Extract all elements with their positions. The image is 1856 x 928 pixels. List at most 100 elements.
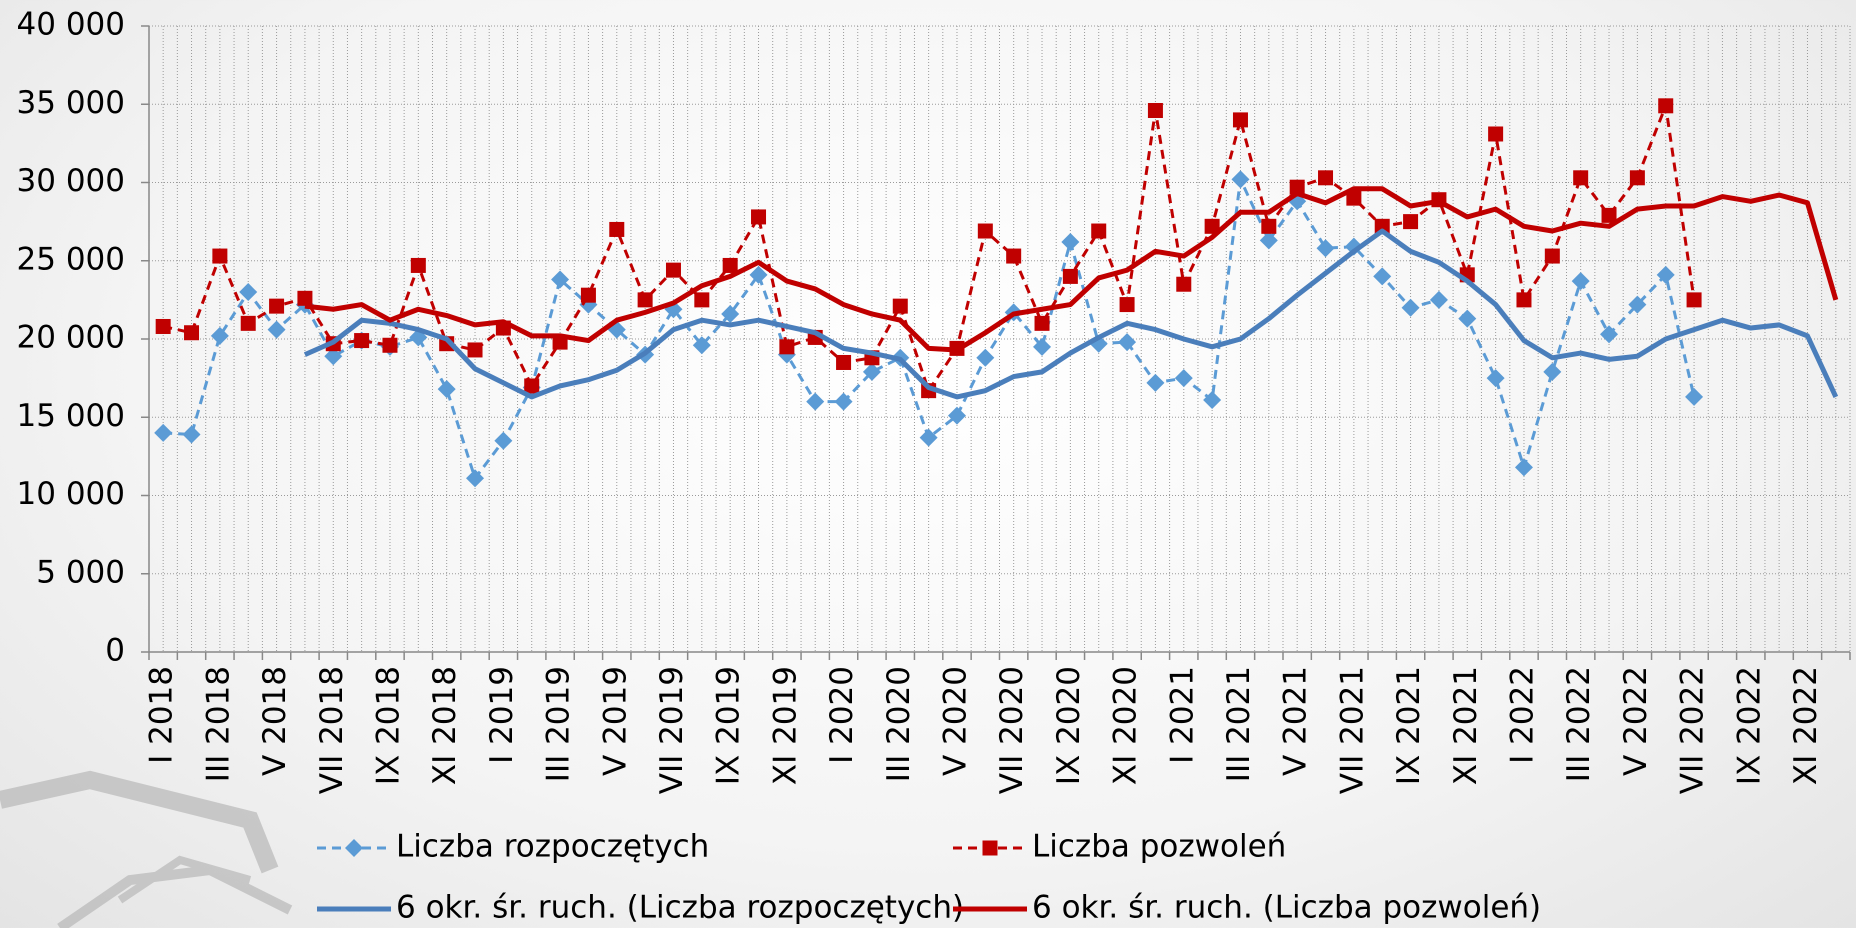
y-tick-label: 10 000 — [17, 476, 125, 512]
data-point — [1373, 267, 1391, 285]
x-tick-label: IX 2022 — [1731, 666, 1767, 785]
data-point — [1545, 249, 1560, 264]
data-point — [241, 316, 256, 331]
y-tick-label: 20 000 — [17, 320, 125, 356]
y-tick-label: 15 000 — [17, 398, 125, 434]
data-point — [1573, 170, 1588, 185]
x-tick-label: I 2018 — [144, 666, 180, 764]
x-tick-label: XI 2020 — [1108, 666, 1144, 785]
data-point — [212, 249, 227, 264]
legend-item: 6 okr. śr. ruch. (Liczba rozpoczętych) — [317, 890, 964, 926]
data-point — [1318, 170, 1333, 185]
y-tick-label: 30 000 — [17, 163, 125, 199]
x-tick-label: III 2020 — [881, 666, 917, 782]
data-point — [1233, 112, 1248, 127]
data-point — [524, 378, 539, 393]
data-point — [779, 339, 794, 354]
x-tick-label: IX 2019 — [711, 666, 747, 785]
data-point — [1061, 233, 1079, 251]
legend-marker — [983, 841, 998, 856]
data-point — [268, 321, 286, 339]
x-tick-label: VII 2022 — [1675, 666, 1711, 794]
data-point — [1630, 170, 1645, 185]
background-logo — [0, 780, 290, 928]
data-point — [1516, 292, 1531, 307]
x-tick-label: VII 2021 — [1334, 666, 1370, 794]
legend-label: Liczba rozpoczętych — [396, 829, 709, 865]
data-point — [1403, 214, 1418, 229]
legend-item: Liczba pozwoleń — [953, 829, 1286, 865]
y-tick-label: 5 000 — [36, 554, 125, 590]
y-tick-label: 25 000 — [17, 241, 125, 277]
legend-label: Liczba pozwoleń — [1032, 829, 1286, 865]
data-point — [1487, 369, 1505, 387]
data-point — [1572, 272, 1590, 290]
data-point — [494, 432, 512, 450]
data-point — [297, 291, 312, 306]
data-point — [154, 424, 172, 442]
data-point — [1006, 249, 1021, 264]
data-point — [1091, 224, 1106, 239]
data-point — [1600, 325, 1618, 343]
x-tick-label: I 2020 — [824, 666, 860, 764]
legend-item: 6 okr. śr. ruch. (Liczba pozwoleń) — [953, 890, 1541, 926]
x-tick-label: VII 2018 — [314, 666, 350, 794]
data-point — [1458, 310, 1476, 328]
data-point — [1488, 126, 1503, 141]
data-point — [1148, 103, 1163, 118]
data-point — [836, 355, 851, 370]
x-tick-label: V 2022 — [1618, 666, 1654, 776]
data-point — [1658, 98, 1673, 113]
x-tick-label: III 2019 — [541, 666, 577, 782]
legend-item: Liczba rozpoczętych — [317, 829, 709, 865]
data-point — [1430, 291, 1448, 309]
data-point — [1118, 333, 1136, 351]
legend-label: 6 okr. śr. ruch. (Liczba pozwoleń) — [1032, 890, 1541, 926]
data-point — [1317, 239, 1335, 257]
data-point — [1543, 363, 1561, 381]
data-point — [1035, 316, 1050, 331]
x-tick-label: V 2021 — [1278, 666, 1314, 776]
data-point — [638, 292, 653, 307]
page: {"chart_data": {"type": "line", "categor… — [0, 0, 1856, 928]
data-point — [411, 258, 426, 273]
data-point — [806, 393, 824, 411]
data-point — [581, 288, 596, 303]
x-tick-label: IX 2021 — [1391, 666, 1427, 785]
data-point — [1685, 388, 1703, 406]
data-point — [354, 333, 369, 348]
x-tick-label: V 2019 — [597, 666, 633, 776]
x-tick-label: I 2019 — [484, 666, 520, 764]
data-point — [239, 283, 257, 301]
y-tick-label: 35 000 — [17, 85, 125, 121]
x-tick-label: XI 2022 — [1788, 666, 1824, 785]
chart: 0 5 000 10 000 15 000 20 000 25 000 30 000 35 0… — [0, 0, 1856, 928]
data-point — [1063, 269, 1078, 284]
x-tick-label: V 2020 — [937, 666, 973, 776]
x-tick-label: XI 2019 — [767, 666, 803, 785]
data-point — [382, 338, 397, 353]
data-point — [468, 342, 483, 357]
y-tick-label: 40 000 — [17, 7, 125, 43]
data-point — [1687, 292, 1702, 307]
data-point — [893, 299, 908, 314]
data-point — [211, 327, 229, 345]
data-point — [751, 209, 766, 224]
data-point — [184, 325, 199, 340]
x-tick-label: III 2022 — [1561, 666, 1597, 782]
data-point — [723, 258, 738, 273]
data-point — [1175, 369, 1193, 387]
x-tick-label: XI 2018 — [427, 666, 463, 785]
data-point — [156, 319, 171, 334]
legend-label: 6 okr. śr. ruch. (Liczba rozpoczętych) — [396, 890, 964, 926]
x-tick-label: III 2018 — [200, 666, 236, 782]
x-tick-label: V 2018 — [257, 666, 293, 776]
data-point — [1261, 219, 1276, 234]
y-tick-label: 0 — [105, 633, 125, 669]
data-point — [1176, 277, 1191, 292]
data-point — [1657, 266, 1675, 284]
data-point — [694, 292, 709, 307]
x-tick-label: XI 2021 — [1448, 666, 1484, 785]
x-tick-label: IX 2020 — [1051, 666, 1087, 785]
data-point — [438, 380, 456, 398]
